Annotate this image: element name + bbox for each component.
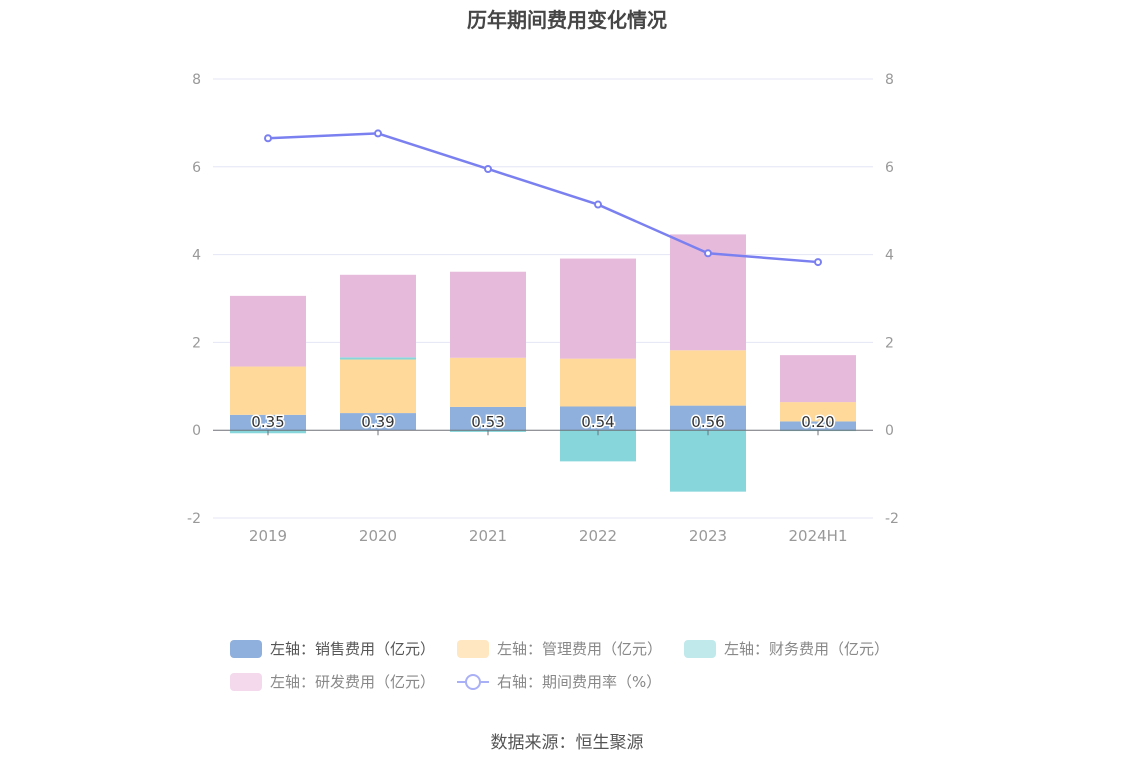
y-left-tick-label: 6 (192, 160, 201, 176)
chart-legend: 左轴：销售费用（亿元） 左轴：管理费用（亿元） 左轴：财务费用（亿元） 左轴：研… (230, 632, 930, 698)
data-source-note: 数据来源：恒生聚源 (490, 733, 644, 753)
y-right-tick-label: 0 (885, 423, 894, 439)
x-tick-label: 2023 (689, 527, 727, 545)
legend-swatch-sales (230, 639, 262, 658)
admin-bar (450, 357, 526, 407)
legend-swatch-rnd (230, 672, 262, 691)
legend-item-admin[interactable]: 左轴：管理费用（亿元） (457, 638, 662, 659)
sales-data-label: 0.39 (361, 413, 394, 431)
expense-rate-point (594, 200, 602, 209)
y-right-tick-label: -2 (885, 511, 899, 527)
legend-swatch-finance (684, 639, 717, 658)
rnd-bar (230, 295, 306, 367)
x-tick-label: 2022 (579, 527, 617, 545)
admin-bar (560, 358, 636, 407)
expense-rate-point (264, 134, 272, 143)
legend-item-finance[interactable]: 左轴：财务费用（亿元） (684, 638, 889, 659)
x-tick-label: 2020 (359, 527, 397, 545)
finance-bar (340, 357, 416, 360)
sales-data-label: 0.35 (251, 413, 284, 431)
legend-label-rnd: 左轴：研发费用（亿元） (270, 673, 436, 691)
finance-bar (560, 430, 636, 462)
chart-title: 历年期间费用变化情况 (467, 8, 667, 32)
y-right-tick-label: 4 (885, 248, 894, 264)
y-left-tick-label: 2 (192, 335, 201, 351)
legend-item-expense-rate[interactable]: 右轴：期间费用率（%） (457, 671, 661, 692)
y-left-tick-label: 0 (192, 423, 201, 439)
sales-bar (670, 405, 746, 431)
sales-bar (340, 413, 416, 431)
y-right-tick-label: 8 (885, 72, 894, 88)
legend-label-sales: 左轴：销售费用（亿元） (270, 640, 436, 658)
expense-rate-point (704, 249, 712, 258)
legend-label-admin: 左轴：管理费用（亿元） (497, 640, 663, 658)
finance-bar (670, 430, 746, 492)
rnd-bar (340, 274, 416, 358)
admin-bar (340, 359, 416, 414)
expense-rate-line (267, 132, 819, 264)
admin-bar (230, 366, 306, 415)
y-right-tick-label: 2 (885, 335, 894, 351)
sales-bar (450, 406, 526, 431)
y-right-tick-label: 6 (885, 160, 894, 176)
expense-rate-point (374, 129, 382, 138)
sales-data-label: 0.54 (581, 413, 614, 431)
expense-rate-point (814, 258, 822, 267)
sales-bar (560, 406, 636, 431)
sales-bar (780, 421, 856, 431)
legend-item-rnd[interactable]: 左轴：研发费用（亿元） (230, 671, 435, 692)
legend-label-finance: 左轴：财务费用（亿元） (724, 640, 890, 658)
sales-bar (230, 414, 306, 431)
admin-bar (780, 402, 856, 422)
admin-bar (670, 350, 746, 406)
sales-data-label: 0.56 (691, 413, 724, 431)
y-left-tick-label: -2 (187, 511, 201, 527)
legend-line-icon (457, 673, 490, 691)
sales-data-label: 0.20 (801, 413, 834, 431)
x-tick-label: 2024H1 (789, 527, 848, 545)
rnd-bar (450, 271, 526, 358)
sales-data-label: 0.53 (471, 413, 504, 431)
y-left-tick-label: 8 (192, 72, 201, 88)
x-tick-label: 2021 (469, 527, 507, 545)
chart-canvas: -2 -2 0 0 2 2 4 4 6 6 8 8 2019 2020 2021 2022 2023 2024H1… (187, 72, 899, 545)
expense-rate-point (484, 164, 492, 173)
legend-swatch-admin (457, 639, 490, 658)
rnd-bar (780, 355, 856, 403)
legend-label-expense-rate: 右轴：期间费用率（%） (497, 673, 662, 691)
y-left-tick-label: 4 (192, 248, 201, 264)
x-tick-label: 2019 (249, 527, 287, 545)
legend-item-sales[interactable]: 左轴：销售费用（亿元） (230, 638, 435, 659)
rnd-bar (560, 258, 636, 359)
